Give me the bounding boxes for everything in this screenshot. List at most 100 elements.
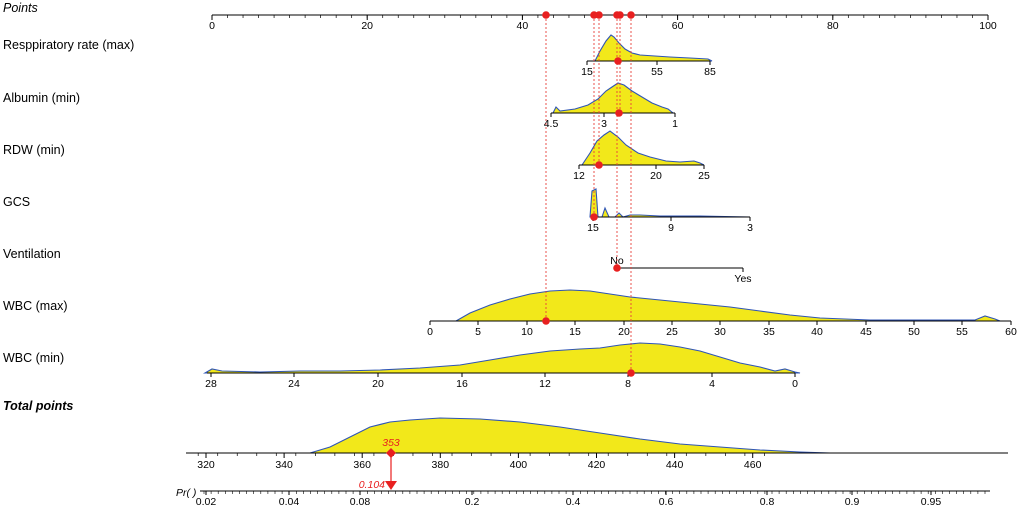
points-axis-label: Points xyxy=(3,1,38,15)
wbc-min-density xyxy=(202,342,801,374)
probability-axis-tick-label: 0.8 xyxy=(760,496,775,508)
points-axis-tick-label: 80 xyxy=(827,20,839,32)
wbc-max-axis-tick-label: 0 xyxy=(427,326,433,338)
wbc-max-marker xyxy=(542,317,550,325)
resp-rate-density xyxy=(594,34,713,62)
probability-axis-tick-label: 0.2 xyxy=(465,496,480,508)
probability-axis-tick-label: 0.9 xyxy=(845,496,860,508)
wbc-max-axis-tick-label: 40 xyxy=(811,326,823,338)
albumin-axis-tick-label: 3 xyxy=(601,118,607,130)
wbc-max-axis-tick-label: 20 xyxy=(618,326,630,338)
total-points-axis: 320 340 360 380 400 420 440 460 xyxy=(186,452,1008,471)
wbc-min-marker xyxy=(627,369,635,377)
probability-axis-tick-label: 0.4 xyxy=(566,496,581,508)
probability-label: Pr( ) xyxy=(176,487,196,499)
resp-rate-label: Resppiratory rate (max) xyxy=(3,38,134,52)
wbc-max-axis: 0 5 10 15 20 25 30 35 40 45 50 55 60 xyxy=(427,320,1017,338)
wbc-min-label: WBC (min) xyxy=(3,351,64,365)
points-axis-tick-label: 0 xyxy=(209,20,215,32)
albumin-density xyxy=(552,82,675,114)
wbc-min-axis-tick-label: 4 xyxy=(709,378,715,390)
probability-arrow xyxy=(385,481,397,490)
probability-value: 0.104 xyxy=(359,479,385,491)
wbc-max-density xyxy=(453,289,1001,322)
probability-axis-tick-label: 0.08 xyxy=(350,496,371,508)
total-points-density xyxy=(309,417,831,454)
ventilation-tick-yes: Yes xyxy=(734,273,751,285)
rdw-axis-tick-label: 25 xyxy=(698,170,710,182)
resp-rate-marker xyxy=(614,57,622,65)
wbc-max-axis-tick-label: 25 xyxy=(666,326,678,338)
wbc-min-axis-tick-label: 0 xyxy=(792,378,798,390)
probability-axis-tick-label: 0.6 xyxy=(659,496,674,508)
wbc-max-axis-tick-label: 55 xyxy=(956,326,968,338)
total-points-axis-tick-label: 420 xyxy=(588,459,606,471)
wbc-max-axis-tick-label: 50 xyxy=(908,326,920,338)
total-points-label: Total points xyxy=(3,399,73,413)
gcs-density xyxy=(589,188,751,218)
total-points-axis-tick-label: 460 xyxy=(744,459,762,471)
wbc-max-axis-tick-label: 35 xyxy=(763,326,775,338)
albumin-axis-tick-label: 4.5 xyxy=(544,118,559,130)
albumin-axis-tick-label: 1 xyxy=(672,118,678,130)
wbc-max-axis-tick-label: 60 xyxy=(1005,326,1017,338)
wbc-min-axis-tick-label: 16 xyxy=(456,378,468,390)
points-axis-tick-label: 60 xyxy=(672,20,684,32)
points-axis-tick-label: 40 xyxy=(517,20,529,32)
probability-axis: 0.02 0.04 0.08 0.2 0.4 0.6 0.8 0.9 0.95 Pr( ) xyxy=(176,487,990,508)
resp-rate-axis-tick-label: 85 xyxy=(704,66,716,78)
gcs-axis: 15 9 3 xyxy=(587,216,753,234)
rdw-axis-tick-label: 12 xyxy=(573,170,585,182)
points-axis: 0 20 40 60 80 100 xyxy=(209,14,997,32)
total-points-axis-tick-label: 360 xyxy=(353,459,371,471)
wbc-max-axis-tick-label: 15 xyxy=(569,326,581,338)
probability-axis-tick-label: 0.04 xyxy=(279,496,300,508)
wbc-min-axis-tick-label: 20 xyxy=(372,378,384,390)
albumin-axis: 4.5 3 1 xyxy=(544,112,678,130)
prediction-readout: 353 0.104 xyxy=(359,437,400,491)
points-marker xyxy=(595,11,603,19)
points-marker xyxy=(627,11,635,19)
gcs-marker xyxy=(590,213,598,221)
density-curves xyxy=(202,34,1001,454)
ventilation-label: Ventilation xyxy=(3,247,61,261)
albumin-marker xyxy=(615,109,623,117)
points-axis-tick-label: 20 xyxy=(361,20,373,32)
gcs-label: GCS xyxy=(3,195,30,209)
rdw-axis-tick-label: 20 xyxy=(650,170,662,182)
resp-rate-axis-tick-label: 55 xyxy=(651,66,663,78)
total-points-value: 353 xyxy=(382,437,400,449)
wbc-min-axis-tick-label: 24 xyxy=(288,378,300,390)
resp-rate-axis-tick-label: 15 xyxy=(581,66,593,78)
gcs-axis-tick-label: 15 xyxy=(587,222,599,234)
gcs-axis-tick-label: 3 xyxy=(747,222,753,234)
albumin-label: Albumin (min) xyxy=(3,91,80,105)
points-marker xyxy=(542,11,550,19)
wbc-max-axis-tick-label: 10 xyxy=(521,326,533,338)
probability-axis-tick-label: 0.02 xyxy=(196,496,217,508)
total-points-axis-tick-label: 400 xyxy=(510,459,528,471)
gcs-axis-tick-label: 9 xyxy=(668,222,674,234)
wbc-min-axis-tick-label: 12 xyxy=(539,378,551,390)
rdw-marker xyxy=(595,161,603,169)
probability-axis-tick-label: 0.95 xyxy=(921,496,942,508)
wbc-max-label: WBC (max) xyxy=(3,299,68,313)
total-points-axis-tick-label: 340 xyxy=(275,459,293,471)
total-points-axis-tick-label: 440 xyxy=(666,459,684,471)
total-points-axis-tick-label: 320 xyxy=(197,459,215,471)
selected-markers xyxy=(542,11,635,377)
rdw-label: RDW (min) xyxy=(3,143,65,157)
wbc-min-axis-tick-label: 28 xyxy=(205,378,217,390)
points-marker xyxy=(616,11,624,19)
resp-rate-axis: 15 55 85 xyxy=(581,60,716,78)
wbc-max-axis-tick-label: 45 xyxy=(860,326,872,338)
total-points-marker xyxy=(386,448,396,458)
wbc-max-axis-tick-label: 5 xyxy=(475,326,481,338)
points-axis-tick-label: 100 xyxy=(979,20,997,32)
wbc-max-axis-tick-label: 30 xyxy=(714,326,726,338)
total-points-axis-tick-label: 380 xyxy=(432,459,450,471)
ventilation-marker xyxy=(613,264,621,272)
wbc-min-axis: 28 24 20 16 12 8 4 0 xyxy=(205,372,798,390)
ventilation-axis: No Yes xyxy=(610,255,751,285)
